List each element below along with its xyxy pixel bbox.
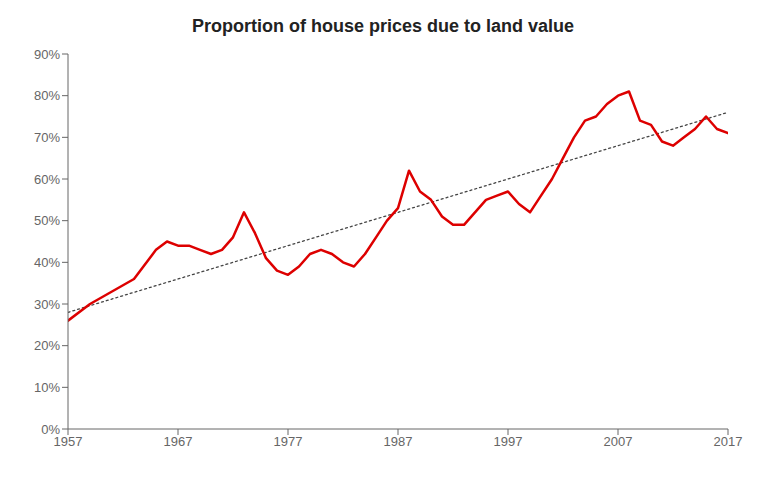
- svg-text:1997: 1997: [494, 434, 523, 449]
- svg-text:1957: 1957: [53, 434, 83, 450]
- svg-text:30%: 30%: [34, 297, 60, 312]
- svg-text:70%: 70%: [34, 130, 60, 145]
- svg-text:20%: 20%: [34, 338, 60, 353]
- svg-text:90%: 90%: [34, 47, 60, 62]
- svg-text:2007: 2007: [604, 434, 633, 449]
- svg-text:2017: 2017: [714, 434, 743, 449]
- svg-text:80%: 80%: [34, 88, 60, 103]
- svg-text:40%: 40%: [34, 255, 60, 270]
- svg-text:60%: 60%: [34, 172, 60, 187]
- svg-text:1967: 1967: [164, 434, 193, 449]
- svg-text:10%: 10%: [34, 380, 60, 395]
- svg-text:50%: 50%: [34, 213, 60, 228]
- html-text:Proportion of house prices due: Proportion of house prices due to land v…: [192, 16, 574, 36]
- svg-text:1987: 1987: [384, 434, 413, 449]
- svg-text:1977: 1977: [274, 434, 303, 449]
- svg-text:0%: 0%: [41, 422, 60, 437]
